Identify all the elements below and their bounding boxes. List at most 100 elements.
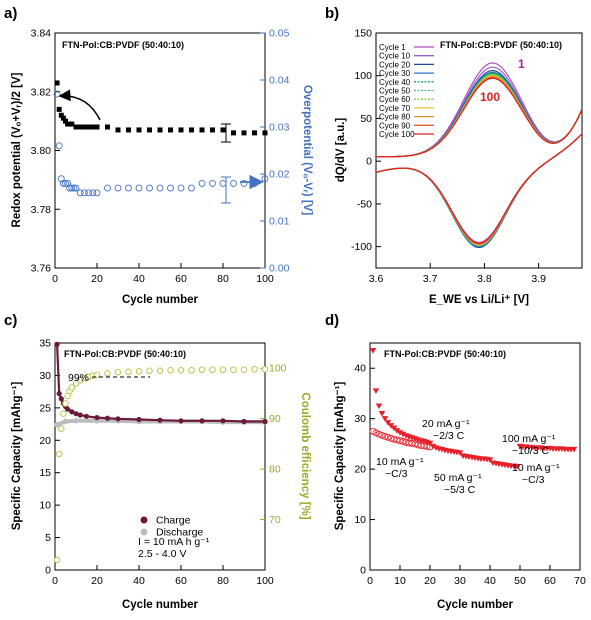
panel-d-xtick-label-3: 30 [454, 575, 466, 587]
panel-c-xtick-label-2: 40 [133, 575, 145, 587]
panel-a-overpotential-point [80, 189, 88, 197]
panel-b-ytick-tick-label-4: 100 [354, 70, 372, 82]
panel-c-xtick-label-3: 60 [175, 575, 187, 587]
panel-c-ytick-tick-label-0: 0 [45, 565, 51, 577]
panel-b-reduction-curve-7 [376, 133, 582, 246]
panel-a-redox-point [199, 127, 205, 133]
panel-d-charge-point [570, 446, 578, 453]
panel-a-redox-point [86, 124, 92, 130]
panel-c-xtick-label-1: 20 [91, 575, 103, 587]
panel-d-xlabel: Cycle number [437, 599, 514, 611]
panel-b-ytick-tick-label-5: 150 [354, 28, 372, 40]
panel-a-overpotential-point [135, 184, 143, 192]
panel-c-xtick-label-4: 80 [217, 575, 229, 587]
panel-a-ytick-tick-label-2: 3.80 [31, 145, 52, 157]
panel-a-overpotential-point [188, 184, 195, 192]
panel-b-reduction-curve-0 [376, 133, 582, 243]
panel-a-redox-point [77, 124, 83, 130]
panel-a-errorbar-right [221, 176, 231, 204]
panel-a-redox-point [94, 124, 100, 130]
panel-a-redox-point [69, 121, 75, 127]
panel-c-frame [54, 342, 266, 571]
panel-c-yrtick-tick-label-0: 70 [269, 514, 281, 526]
panel-c-ytick-tick-label-6: 30 [39, 370, 51, 382]
panel-c-ytick-tick-label-3: 15 [39, 467, 51, 479]
panel-c-charge-point [77, 412, 83, 418]
panel-a-redox-point [56, 106, 62, 112]
panel-a-redox-point [168, 127, 173, 133]
panel-c-y-ticks: 0 5 10 15 20 25 30 35 [39, 338, 60, 577]
panel-d-rate-2-line-1: 20 mA g⁻¹ [422, 418, 470, 430]
panel-a: a) FTN-Pol:CB:PVDF (50:40:10) 0 20 40 60 80 1… [4, 5, 313, 306]
panel-b-legend-label-7: Cycle 70 [379, 104, 411, 113]
panel-a-overpotential-point [156, 184, 164, 192]
panel-c-legend-marker-0 [140, 516, 148, 524]
panel-a-overpotential-point [70, 184, 78, 192]
panel-b-legend-label-8: Cycle 80 [379, 113, 411, 122]
panel-b-label-cycle-last: 100 [480, 90, 500, 104]
panel-c-ytick-tick-label-1: 5 [45, 532, 51, 544]
panel-a-xtick-label-1: 20 [91, 273, 103, 285]
panel-d-ytick-tick-label-3: 30 [354, 413, 366, 425]
panel-b-xtick-label-3: 3.9 [531, 273, 546, 285]
panel-c-window: 2.5 - 4.0 V [138, 548, 186, 560]
panel-d-x-ticks: 0 10 20 30 40 50 60 70 [367, 565, 586, 587]
panel-b-reduction-curve-6 [376, 133, 582, 246]
panel-d-charge-point [399, 431, 407, 438]
panel-a-ytick-tick-label-1: 3.78 [31, 204, 52, 216]
panel-b-legend-label-3: Cycle 30 [379, 69, 411, 78]
panel-b-xtick-label-1: 3.7 [423, 273, 438, 285]
panel-c-yrtick-tick-label-1: 80 [269, 464, 281, 476]
panel-c-ce-point [53, 556, 61, 564]
panel-d-rate-5-line-2: ~C/3 [522, 474, 545, 486]
panel-c-charge-point [178, 418, 184, 424]
panel-c-charge-point [262, 418, 268, 425]
panel-c-charge-point [220, 418, 226, 424]
panel-c-charge-point [73, 411, 79, 417]
panel-b: b) FTN-Pol:CB:PVDF (50:40:10) 3.6 3.7 3.8 3… [325, 5, 583, 306]
panel-a-points [53, 80, 269, 197]
panel-c-ce-point [230, 366, 237, 373]
panel-d-charge-point [369, 347, 377, 354]
panel-c-ce-point [240, 366, 248, 373]
panel-c-ce-point [55, 450, 63, 458]
panel-c-title: FTN-Pol:CB:PVDF (50:40:10) [64, 349, 186, 359]
panel-a-overpotential-point [55, 142, 63, 150]
panel-c-ce-point [146, 367, 153, 374]
panel-c-ce-point [60, 410, 67, 417]
panel-d-xtick-label-6: 60 [544, 575, 556, 587]
panel-c-charge-point [56, 390, 62, 397]
panel-c-xtick-label-5: 100 [256, 575, 274, 587]
panel-a-yrtick-tick-label-5: 0.05 [269, 28, 290, 40]
panel-a-redox-point [63, 118, 68, 124]
panel-d-points [369, 347, 578, 470]
panel-c-letter: c) [4, 312, 17, 329]
panel-d-y-ticks: 0 10 20 30 40 [354, 363, 375, 577]
panel-a-redox-point [90, 124, 96, 130]
panel-d-rate-1-line-2: ~C/3 [385, 468, 408, 480]
panel-d-discharge-point [375, 430, 383, 438]
panel-c-ce-point [68, 384, 76, 391]
panel-c-ce-point [114, 369, 122, 376]
panel-b-oxidation-curve-10 [376, 77, 582, 158]
panel-d-xtick-label-4: 40 [484, 575, 496, 587]
panel-c-ce-point [156, 367, 164, 374]
panel-d-xtick-label-0: 0 [367, 575, 373, 587]
panel-d-discharge-point [426, 443, 434, 451]
panel-d-charge-point [486, 457, 494, 464]
panel-d-rate-2-line-2: ~2/3 C [433, 430, 465, 442]
panel-c-charge-point [54, 341, 60, 347]
panel-b-curves [376, 62, 582, 248]
panel-a-xtick-label-0: 0 [52, 273, 58, 285]
panel-b-reduction-curve-2 [376, 133, 582, 248]
panel-b-reduction-curve-4 [376, 133, 582, 247]
panel-d-title: FTN-Pol:CB:PVDF (50:40:10) [384, 349, 506, 359]
panel-b-legend-label-1: Cycle 10 [379, 52, 411, 61]
panel-d-ytick-tick-label-0: 0 [360, 565, 366, 577]
panel-b-ytick-tick-label-0: -100 [351, 241, 372, 253]
panel-b-legend-label-5: Cycle 50 [379, 87, 411, 96]
panel-c-ce-point [209, 366, 216, 373]
